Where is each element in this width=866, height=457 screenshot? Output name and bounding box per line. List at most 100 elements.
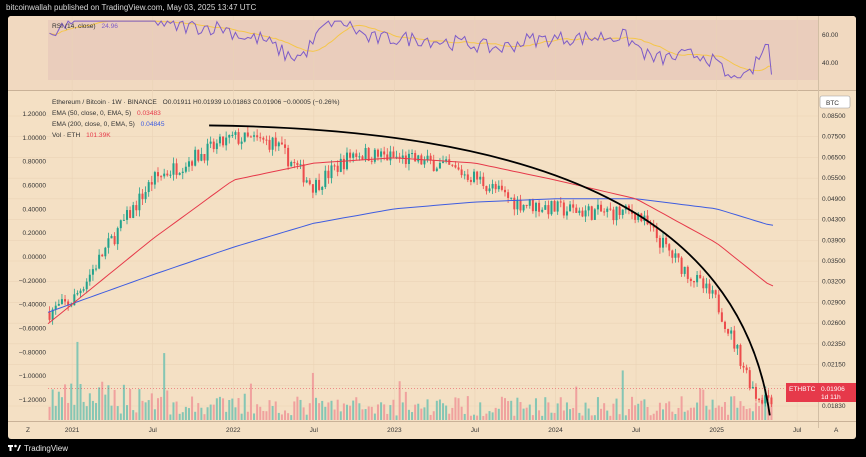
volume-bar (494, 407, 497, 420)
parabolic-trend-curve (209, 124, 771, 416)
candle-body (680, 257, 683, 274)
candle-body (138, 193, 141, 211)
volume-bar (129, 388, 132, 420)
chart-panel[interactable]: RSI (14, close) 24.96 Ethereum / Bitcoin… (8, 16, 856, 439)
candle-body (249, 136, 252, 138)
candle-body (469, 179, 472, 182)
candle-body (70, 305, 73, 307)
volume-bar (361, 409, 364, 420)
volume-bar (253, 413, 256, 420)
candle-body (705, 283, 708, 289)
candle-body (256, 135, 259, 138)
volume-bar (116, 406, 119, 420)
candle-body (181, 171, 184, 173)
volume-bar (225, 411, 228, 420)
candle-body (473, 171, 476, 182)
corner-left[interactable]: Z (26, 427, 30, 434)
volume-bar (612, 403, 615, 420)
candle-body (702, 278, 705, 289)
volume-bar (593, 415, 596, 420)
volume-bar (742, 406, 745, 420)
candle-body (268, 139, 271, 150)
price-tick-label: 0.07500 (822, 134, 846, 141)
candle-body (581, 210, 584, 217)
volume-bar (265, 411, 268, 420)
volume-bar (748, 408, 751, 420)
volume-bar (302, 407, 305, 420)
candle-body (438, 162, 441, 169)
candle-body (206, 143, 209, 161)
volume-bar (432, 411, 435, 420)
volume-bar (751, 411, 754, 420)
volume-bar (228, 399, 231, 420)
candle-body (311, 184, 314, 193)
candle-body (234, 132, 237, 135)
volume-bar (314, 397, 318, 420)
candle-body (339, 158, 342, 172)
candle-body (169, 174, 172, 176)
volume-bar (243, 393, 246, 420)
volume-bar (218, 396, 221, 420)
volume-bar (386, 413, 389, 420)
volume-bar (696, 402, 699, 420)
volume-bar (442, 403, 445, 420)
oscillator-tick-label: 0.80000 (23, 159, 47, 166)
candle-body (265, 139, 268, 141)
candle-body (110, 236, 113, 239)
candle-body (587, 206, 590, 211)
volume-bar (333, 409, 336, 420)
time-tick-label: 2023 (387, 427, 402, 434)
currency-box[interactable] (819, 95, 851, 109)
candle-body (665, 237, 668, 245)
volume-bar (479, 402, 482, 420)
volume-bar (609, 415, 612, 420)
candle-body (191, 161, 194, 166)
volume-bar (454, 397, 457, 420)
oscillator-tick-label: 0.60000 (23, 183, 47, 190)
volume-bar (147, 400, 150, 420)
rsi-axis: 60.00 40.00 (822, 32, 839, 67)
candle-body (658, 238, 661, 248)
candle-body (649, 224, 652, 226)
volume-bar (575, 386, 578, 420)
volume-bar (723, 402, 726, 420)
candle-body (655, 227, 658, 239)
candle-body (510, 197, 513, 199)
volume-bar (482, 415, 485, 420)
volume-bar (754, 402, 757, 420)
volume-bar (175, 401, 178, 420)
candle-body (51, 309, 54, 320)
volume-bar (438, 399, 441, 420)
volume-bar (522, 408, 525, 420)
corner-right[interactable]: A (834, 427, 839, 434)
volume-bar (101, 381, 104, 420)
volume-bar (172, 402, 175, 420)
time-tick-label: Jul (149, 427, 158, 434)
volume-bar (689, 407, 692, 420)
candle-body (637, 213, 640, 220)
candle-body (745, 367, 748, 371)
candle-body (615, 206, 618, 221)
candle-body (761, 400, 764, 404)
oscillator-tick-label: 0.00000 (23, 254, 47, 261)
candle-body (321, 187, 324, 190)
volume-bar (426, 399, 429, 420)
candle-body (259, 137, 262, 139)
volume-bar (727, 414, 730, 420)
chart-svg[interactable]: RSI (14, close) 24.96 Ethereum / Bitcoin… (8, 16, 856, 439)
volume-bar (513, 415, 516, 420)
candle-body (423, 159, 426, 165)
volume-bar (104, 394, 107, 420)
volume-bar (274, 401, 277, 420)
candle-body (476, 171, 479, 180)
candle-body (54, 305, 57, 310)
candle-body (203, 153, 206, 161)
candle-body (674, 253, 677, 258)
candle-body (544, 205, 547, 210)
volume-bar (615, 398, 618, 420)
candle-body (358, 156, 361, 158)
candle-body (671, 250, 674, 258)
volume-bar (596, 397, 599, 420)
candle-body (113, 236, 116, 245)
volume-bar (581, 415, 584, 420)
